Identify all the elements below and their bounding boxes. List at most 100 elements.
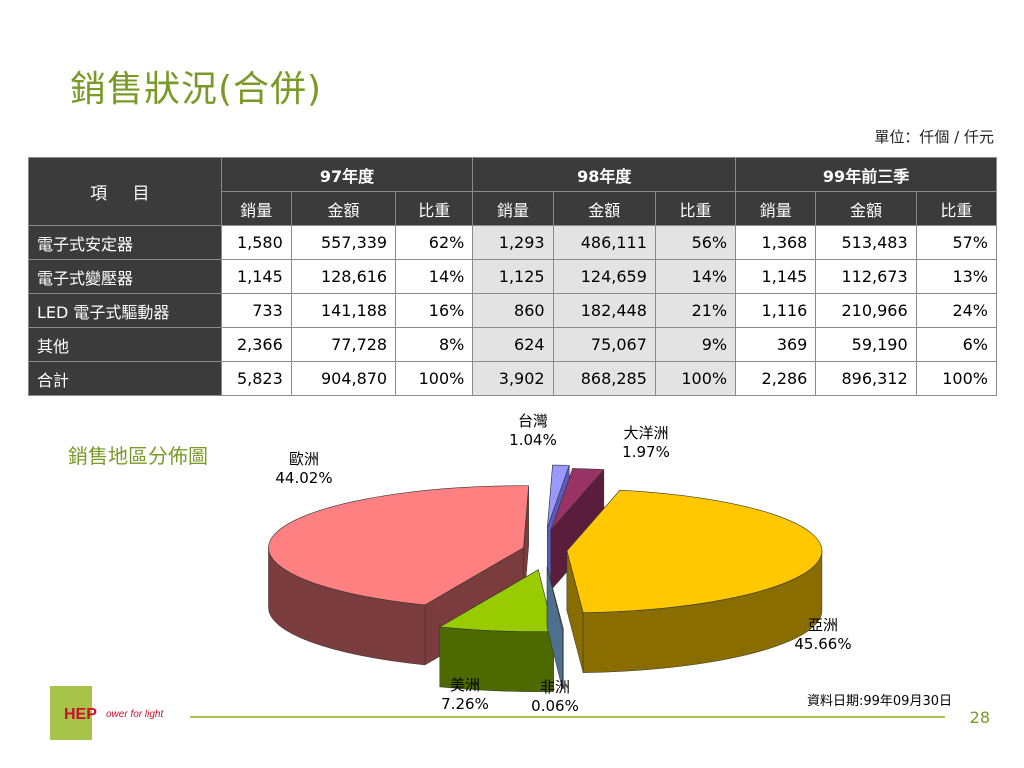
sub-header: 比重: [395, 191, 474, 226]
table-cell: 896,312: [815, 361, 917, 396]
table-cell: 57%: [915, 225, 998, 260]
sub-header: 銷量: [735, 191, 817, 226]
table-cell: 14%: [654, 259, 737, 294]
table-cell: 24%: [915, 293, 998, 328]
pie-label-name: 大洋洲: [623, 424, 669, 442]
data-date: 資料日期:99年09月30日: [806, 694, 952, 709]
sub-header: 比重: [915, 191, 998, 226]
table-cell: 100%: [395, 361, 474, 396]
pie-label-africa: 非洲 0.06%: [520, 678, 590, 716]
table-row: 電子式變壓器 1,145 128,616 14% 1,125 124,659 14% 1,14…: [28, 259, 998, 294]
pie-svg: [268, 464, 823, 692]
table-cell: 904,870: [290, 361, 397, 396]
table-cell: 210,966: [815, 293, 917, 328]
pie-label-asia: 亞洲 45.66%: [778, 616, 868, 654]
table-cell: 1,293: [472, 225, 554, 260]
sub-header: 銷量: [472, 191, 554, 226]
pie-slice-5: [550, 468, 605, 591]
pie-label-oceania: 大洋洲 1.97%: [606, 424, 686, 462]
pie-slice-1: [546, 566, 564, 690]
unit-label: 單位：仟個 / 仟元: [874, 128, 994, 146]
region-pie-chart: 亞洲 45.66% 非洲 0.06% 美洲 7.26% 歐洲 44.02% 台灣…: [250, 400, 870, 715]
logo-text: HEP: [64, 706, 97, 723]
table-cell: 513,483: [815, 225, 917, 260]
table-cell: 112,673: [815, 259, 917, 294]
pie-label-value: 1.04%: [509, 431, 557, 449]
hep-logo: HEP ower for light: [50, 686, 180, 740]
corner-header: 項 目: [28, 157, 222, 226]
table-cell: 860: [472, 293, 554, 328]
table-cell: 9%: [654, 327, 737, 362]
pie-label-europe: 歐洲 44.02%: [264, 450, 344, 488]
table-cell: 1,125: [472, 259, 554, 294]
group-header-98: 98年度: [472, 157, 737, 192]
pie-label-name: 非洲: [539, 678, 570, 696]
pie-label-value: 44.02%: [275, 469, 333, 487]
table-cell: 21%: [654, 293, 737, 328]
table-cell: 13%: [915, 259, 998, 294]
pie-slice-0: [566, 489, 823, 673]
group-header-97: 97年度: [220, 157, 474, 192]
table-cell: 6%: [915, 327, 998, 362]
table-cell: 182,448: [552, 293, 656, 328]
table-cell: 141,188: [290, 293, 397, 328]
page-title: 銷售狀況(合併): [70, 69, 323, 110]
table-cell: 2,286: [735, 361, 817, 396]
table-cell: 128,616: [290, 259, 397, 294]
table-row: 合計 5,823 904,870 100% 3,902 868,285 100% 2,286 8…: [28, 361, 998, 396]
sub-header: 比重: [654, 191, 737, 226]
table-cell: 56%: [654, 225, 737, 260]
pie-label-name: 美洲: [449, 676, 480, 694]
table-cell: 557,339: [290, 225, 397, 260]
table-row: 電子式安定器 1,580 557,339 62% 1,293 486,111 56% 1,36…: [28, 225, 998, 260]
logo-mark: [50, 686, 92, 740]
table-cell: 100%: [654, 361, 737, 396]
table-cell: 59,190: [815, 327, 917, 362]
table-cell: 868,285: [552, 361, 656, 396]
page-number: 28: [969, 708, 990, 727]
table-cell: 3,902: [472, 361, 554, 396]
table-cell: 8%: [395, 327, 474, 362]
row-label: 電子式變壓器: [28, 259, 222, 294]
pie-label-name: 歐洲: [288, 450, 319, 468]
table-row: LED 電子式驅動器 733 141,188 16% 860 182,448 21% 1,11…: [28, 293, 998, 328]
pie-label-name: 亞洲: [807, 616, 838, 634]
sub-header: 銷量: [220, 191, 292, 226]
pie-chart-title: 銷售地區分佈圖: [68, 444, 208, 468]
table-cell: 733: [220, 293, 292, 328]
table-cell: 75,067: [552, 327, 656, 362]
table-cell: 124,659: [552, 259, 656, 294]
footer-divider: [190, 716, 945, 718]
group-header-99: 99年前三季: [735, 157, 997, 192]
sub-header: 金額: [815, 191, 917, 226]
pie-label-name: 台灣: [517, 412, 548, 430]
table-row: 其他 2,366 77,728 8% 624 75,067 9% 369 59,190 6%: [28, 327, 998, 362]
pie-label-taiwan: 台灣 1.04%: [498, 412, 568, 450]
pie-label-value: 7.26%: [441, 695, 489, 713]
table-cell: 100%: [915, 361, 998, 396]
table-cell: 5,823: [220, 361, 292, 396]
row-label: 電子式安定器: [28, 225, 222, 260]
table-cell: 1,116: [735, 293, 817, 328]
pie-label-value: 45.66%: [794, 635, 852, 653]
table-cell: 1,580: [220, 225, 292, 260]
row-label: LED 電子式驅動器: [28, 293, 222, 328]
sub-header: 金額: [552, 191, 656, 226]
table-cell: 77,728: [290, 327, 397, 362]
table-cell: 1,368: [735, 225, 817, 260]
table-cell: 486,111: [552, 225, 656, 260]
table-cell: 2,366: [220, 327, 292, 362]
sales-table: 項 目 97年度 98年度 99年前三季 銷量 金額 比重 銷量 金額 比重 銷…: [28, 157, 998, 396]
row-label: 其他: [28, 327, 222, 362]
row-label: 合計: [28, 361, 222, 396]
logo-tagline: ower for light: [106, 709, 164, 720]
table-cell: 1,145: [220, 259, 292, 294]
table-cell: 14%: [395, 259, 474, 294]
table-cell: 16%: [395, 293, 474, 328]
pie-label-america: 美洲 7.26%: [430, 676, 500, 714]
table-cell: 369: [735, 327, 817, 362]
table-cell: 62%: [395, 225, 474, 260]
sub-header: 金額: [290, 191, 397, 226]
pie-label-value: 1.97%: [622, 443, 670, 461]
table-cell: 1,145: [735, 259, 817, 294]
